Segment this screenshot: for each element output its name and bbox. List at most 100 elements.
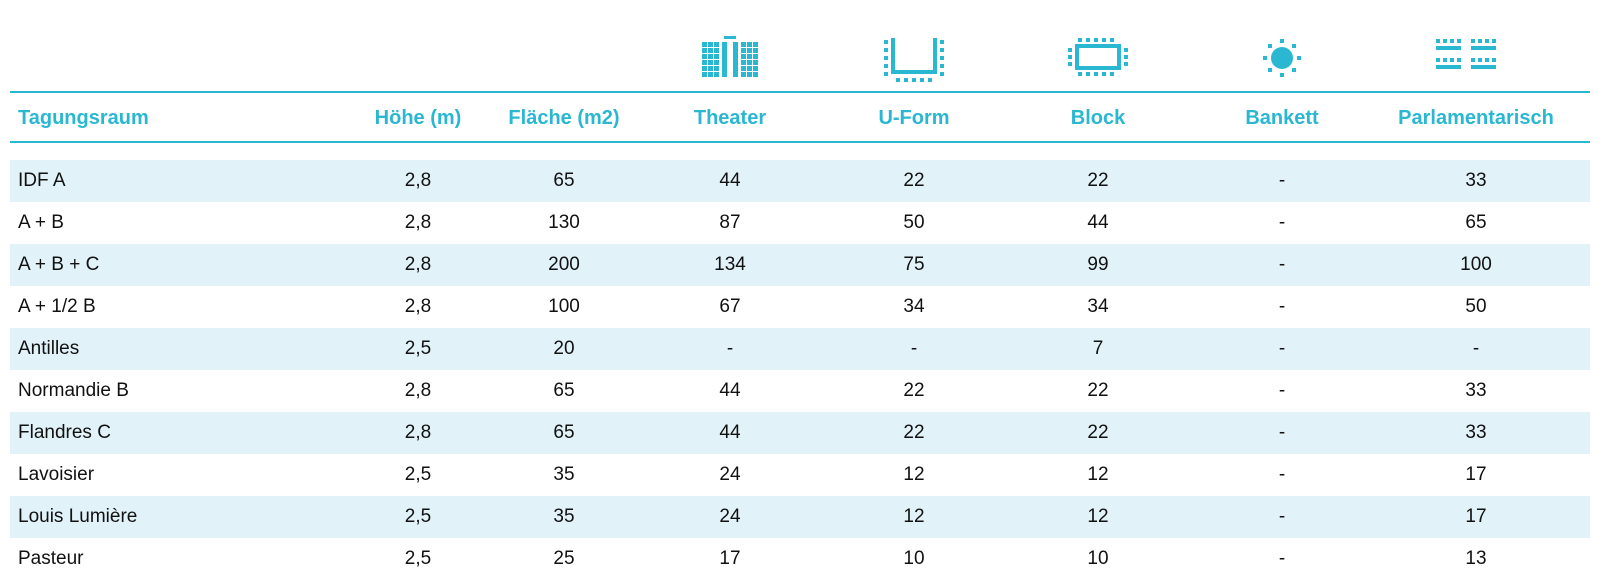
- cell-room: IDF A: [18, 170, 66, 191]
- table-row: A + B + C 2,8 200 134 75 99 - 100: [10, 244, 1590, 286]
- cell-block: 10: [1087, 548, 1109, 569]
- header-block: Block: [1070, 106, 1126, 129]
- cell-bankett: -: [1278, 464, 1286, 485]
- cell-block: 22: [1087, 170, 1109, 191]
- cell-theater: 67: [719, 296, 741, 317]
- cell-block: 99: [1087, 254, 1109, 275]
- cell-room: Louis Lumière: [18, 506, 138, 527]
- cell-bankett: -: [1278, 170, 1286, 191]
- header-bottom-rule: [10, 141, 1590, 143]
- cell-theater: 87: [719, 212, 741, 233]
- cell-bankett: -: [1278, 296, 1286, 317]
- cell-block: 44: [1087, 212, 1109, 233]
- cell-height: 2,5: [404, 548, 432, 569]
- cell-uform: 50: [903, 212, 925, 233]
- table-row: Louis Lumière 2,5 35 24 12 12 - 17: [10, 496, 1590, 538]
- table-row: IDF A 2,8 65 44 22 22 - 33: [10, 160, 1590, 202]
- banquet-seating-icon: [1242, 28, 1322, 88]
- cell-uform: 12: [903, 464, 925, 485]
- cell-parlamentarisch: -: [1472, 338, 1480, 359]
- cell-area: 200: [548, 254, 580, 275]
- cell-bankett: -: [1278, 422, 1286, 443]
- cell-bankett: -: [1278, 380, 1286, 401]
- cell-height: 2,8: [404, 212, 432, 233]
- header-room: Tagungsraum: [18, 106, 149, 129]
- table-row: Pasteur 2,5 25 17 10 10 - 13: [10, 538, 1590, 580]
- cell-theater: 44: [719, 380, 741, 401]
- table-header: Tagungsraum Höhe (m) Fläche (m2) Theater…: [10, 94, 1590, 142]
- cell-height: 2,8: [404, 380, 432, 401]
- cell-bankett: -: [1278, 548, 1286, 569]
- cell-height: 2,8: [404, 296, 432, 317]
- cell-parlamentarisch: 100: [1460, 254, 1492, 275]
- cell-height: 2,5: [404, 338, 432, 359]
- cell-height: 2,5: [404, 506, 432, 527]
- cell-area: 130: [548, 212, 580, 233]
- cell-uform: 22: [903, 170, 925, 191]
- cell-theater: 134: [714, 254, 746, 275]
- header-uform: U-Form: [878, 106, 950, 129]
- table-row: Normandie B 2,8 65 44 22 22 - 33: [10, 370, 1590, 412]
- cell-room: Normandie B: [18, 380, 129, 401]
- cell-uform: -: [910, 338, 918, 359]
- table-row: Antilles 2,5 20 - - 7 - -: [10, 328, 1590, 370]
- cell-theater: 24: [719, 506, 741, 527]
- table-row: Flandres C 2,8 65 44 22 22 - 33: [10, 412, 1590, 454]
- cell-area: 100: [548, 296, 580, 317]
- cell-parlamentarisch: 33: [1465, 422, 1487, 443]
- cell-theater: 44: [719, 422, 741, 443]
- header-parlamentarisch: Parlamentarisch: [1398, 106, 1554, 129]
- cell-area: 35: [553, 464, 575, 485]
- cell-area: 65: [553, 380, 575, 401]
- cell-block: 22: [1087, 380, 1109, 401]
- cell-bankett: -: [1278, 338, 1286, 359]
- cell-room: Antilles: [18, 338, 80, 359]
- block-seating-icon: [1058, 28, 1138, 88]
- cell-area: 65: [553, 422, 575, 443]
- header-top-rule: [10, 91, 1590, 93]
- cell-parlamentarisch: 65: [1465, 212, 1487, 233]
- cell-height: 2,8: [404, 170, 432, 191]
- u-form-seating-icon: [874, 28, 954, 88]
- cell-bankett: -: [1278, 212, 1286, 233]
- table-row: A + 1/2 B 2,8 100 67 34 34 - 50: [10, 286, 1590, 328]
- cell-bankett: -: [1278, 506, 1286, 527]
- cell-uform: 34: [903, 296, 925, 317]
- cell-uform: 22: [903, 380, 925, 401]
- cell-parlamentarisch: 50: [1465, 296, 1487, 317]
- cell-parlamentarisch: 33: [1465, 170, 1487, 191]
- header-bankett: Bankett: [1245, 106, 1319, 129]
- cell-room: A + 1/2 B: [18, 296, 96, 317]
- cell-uform: 75: [903, 254, 925, 275]
- cell-height: 2,8: [404, 254, 432, 275]
- cell-block: 7: [1092, 338, 1104, 359]
- cell-theater: -: [726, 338, 734, 359]
- header-height: Höhe (m): [374, 106, 462, 129]
- cell-room: Flandres C: [18, 422, 111, 443]
- cell-bankett: -: [1278, 254, 1286, 275]
- cell-uform: 10: [903, 548, 925, 569]
- cell-area: 65: [553, 170, 575, 191]
- cell-room: A + B: [18, 212, 64, 233]
- theater-seating-icon: [690, 28, 770, 88]
- cell-uform: 12: [903, 506, 925, 527]
- cell-block: 12: [1087, 464, 1109, 485]
- cell-parlamentarisch: 33: [1465, 380, 1487, 401]
- cell-theater: 44: [719, 170, 741, 191]
- seating-icon-row: [10, 28, 1590, 88]
- cell-height: 2,8: [404, 422, 432, 443]
- cell-height: 2,5: [404, 464, 432, 485]
- cell-parlamentarisch: 17: [1465, 506, 1487, 527]
- cell-room: Lavoisier: [18, 464, 95, 485]
- cell-theater: 24: [719, 464, 741, 485]
- cell-area: 25: [553, 548, 575, 569]
- cell-parlamentarisch: 17: [1465, 464, 1487, 485]
- header-theater: Theater: [693, 106, 767, 129]
- cell-block: 34: [1087, 296, 1109, 317]
- header-area: Fläche (m2): [508, 106, 620, 129]
- cell-uform: 22: [903, 422, 925, 443]
- cell-area: 35: [553, 506, 575, 527]
- parliamentary-seating-icon: [1426, 28, 1506, 88]
- table-row: Lavoisier 2,5 35 24 12 12 - 17: [10, 454, 1590, 496]
- cell-parlamentarisch: 13: [1465, 548, 1487, 569]
